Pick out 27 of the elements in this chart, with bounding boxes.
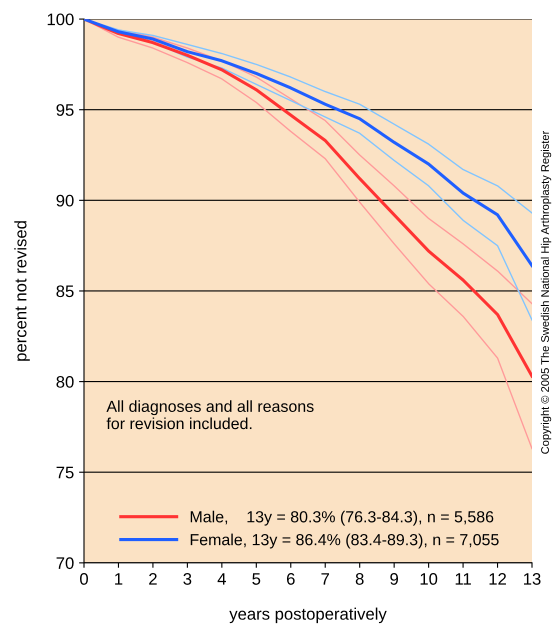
x-tick-label: 13 bbox=[524, 573, 541, 585]
x-tick-label: 10 bbox=[420, 573, 438, 585]
text: Copyright © 2005 The Swedish National Hip Arthroplasty Register bbox=[540, 130, 552, 454]
legend-label: Male, 13y = 80.3% (76.3-84.3), n = 5,586 bbox=[190, 510, 494, 526]
x-tick-label: 2 bbox=[149, 573, 157, 585]
x-tick-label: 6 bbox=[286, 573, 295, 585]
y-tick-label: 100 bbox=[48, 13, 74, 26]
x-tick-label: 1 bbox=[115, 573, 122, 585]
y-tick-label: 70 bbox=[56, 557, 74, 570]
y-tick-label: 80 bbox=[56, 376, 74, 388]
x-tick-label: 9 bbox=[390, 573, 398, 585]
y-tick-label: 90 bbox=[56, 194, 74, 207]
x-axis-title: years postoperatively bbox=[229, 608, 387, 624]
x-tick-label: 12 bbox=[490, 573, 506, 585]
x-tick-label: 3 bbox=[183, 573, 192, 585]
annotation: All diagnoses and all reasons for revision included. bbox=[106, 400, 314, 430]
x-tick-label: 4 bbox=[218, 573, 226, 585]
y-tick-label: 85 bbox=[56, 285, 74, 298]
x-tick-label: 11 bbox=[456, 573, 471, 585]
x-tick-label: 0 bbox=[80, 573, 88, 585]
y-axis-title: percent not revised bbox=[14, 221, 30, 361]
x-tick-label: 8 bbox=[356, 573, 364, 585]
y-tick-label: 75 bbox=[56, 466, 74, 478]
y-tick-label: 95 bbox=[56, 104, 74, 116]
x-tick-label: 5 bbox=[252, 573, 260, 585]
x-tick-label: 7 bbox=[321, 573, 330, 585]
legend-label: Female, 13y = 86.4% (83.4-89.3), n = 7,055 bbox=[190, 534, 499, 548]
